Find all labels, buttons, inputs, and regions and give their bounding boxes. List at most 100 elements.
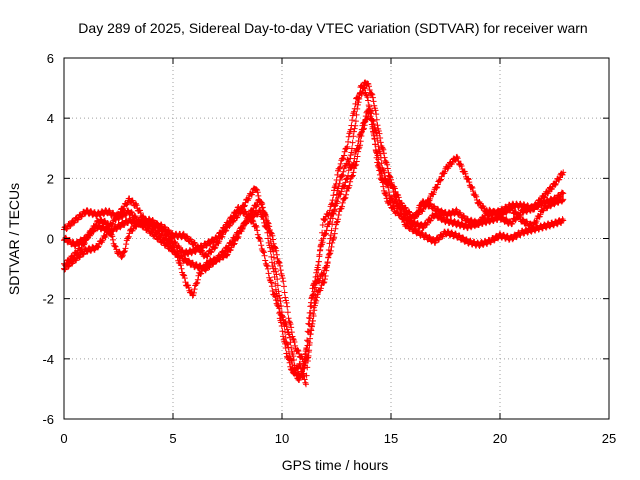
data-point <box>392 193 399 200</box>
data-point <box>283 350 290 357</box>
data-point <box>290 356 297 363</box>
data-point <box>325 254 332 261</box>
data-point <box>468 216 475 223</box>
data-point <box>451 218 458 225</box>
data-point <box>341 152 348 159</box>
data-point <box>377 139 384 146</box>
data-point <box>438 173 445 180</box>
data-point <box>261 219 268 226</box>
data-point <box>218 230 225 237</box>
data-point <box>376 167 383 174</box>
data-point <box>172 240 179 247</box>
data-point <box>93 221 100 228</box>
data-point <box>375 143 382 150</box>
data-point <box>313 278 320 285</box>
data-point <box>288 344 295 351</box>
data-point <box>194 279 201 286</box>
data-point <box>313 294 320 301</box>
data-point <box>128 208 135 215</box>
data-point <box>119 252 126 259</box>
data-point <box>330 187 337 194</box>
data-point <box>370 129 377 136</box>
data-point <box>279 328 286 335</box>
data-point <box>133 202 140 209</box>
data-point <box>454 153 461 160</box>
data-point <box>284 303 291 310</box>
data-point <box>280 283 287 290</box>
data-point <box>239 225 246 232</box>
data-point <box>66 222 73 229</box>
data-point <box>554 221 561 228</box>
data-point <box>276 305 283 312</box>
data-point <box>327 235 334 242</box>
data-point <box>67 222 74 229</box>
data-point <box>547 223 554 230</box>
data-point <box>310 291 317 298</box>
data-point <box>111 243 118 250</box>
data-point <box>253 223 260 230</box>
data-point <box>481 214 488 221</box>
data-point <box>228 239 235 246</box>
data-point <box>462 170 469 177</box>
data-point <box>361 85 368 92</box>
data-point <box>120 205 127 212</box>
data-point <box>259 200 266 207</box>
data-point <box>302 379 309 386</box>
data-point <box>106 227 113 234</box>
data-point <box>560 190 567 197</box>
data-point <box>171 239 178 246</box>
x-axis-ticks: 0 5 10 15 20 25 <box>60 58 616 446</box>
data-point <box>122 245 129 252</box>
data-point <box>263 224 270 231</box>
data-point <box>311 288 318 295</box>
data-point <box>338 188 345 195</box>
data-point <box>89 228 96 235</box>
data-point <box>224 246 231 253</box>
data-point <box>300 370 307 377</box>
data-point <box>335 212 342 219</box>
data-point <box>520 216 527 223</box>
data-point <box>345 133 352 140</box>
data-point <box>386 199 393 206</box>
data-point <box>285 355 292 362</box>
data-point <box>105 223 112 230</box>
data-point <box>423 199 430 206</box>
data-point <box>354 142 361 149</box>
data-point <box>332 225 339 232</box>
data-point <box>370 98 377 105</box>
data-point <box>286 319 293 326</box>
data-point <box>363 92 370 99</box>
data-point <box>476 199 483 206</box>
data-point <box>137 209 144 216</box>
data-point <box>465 176 472 183</box>
data-point <box>302 381 309 388</box>
data-point <box>257 208 264 215</box>
data-point <box>384 161 391 168</box>
data-point <box>352 100 359 107</box>
data-point <box>95 243 102 250</box>
data-point <box>117 224 124 231</box>
data-point <box>88 229 95 236</box>
data-point <box>466 179 473 186</box>
data-point <box>264 229 271 236</box>
data-point <box>277 267 284 274</box>
data-point <box>386 173 393 180</box>
data-point <box>263 262 270 269</box>
data-point <box>311 302 318 309</box>
data-point <box>477 219 484 226</box>
data-point <box>357 131 364 138</box>
data-point <box>268 283 275 290</box>
data-point <box>318 237 325 244</box>
data-point <box>84 206 91 213</box>
data-point <box>121 248 128 255</box>
data-point <box>381 169 388 176</box>
data-point <box>369 116 376 123</box>
data-point <box>246 214 253 221</box>
data-point <box>326 210 333 217</box>
data-point <box>282 340 289 347</box>
data-point <box>372 107 379 114</box>
data-point <box>341 148 348 155</box>
data-point <box>148 228 155 235</box>
data-point <box>349 172 356 179</box>
data-point <box>362 113 369 120</box>
